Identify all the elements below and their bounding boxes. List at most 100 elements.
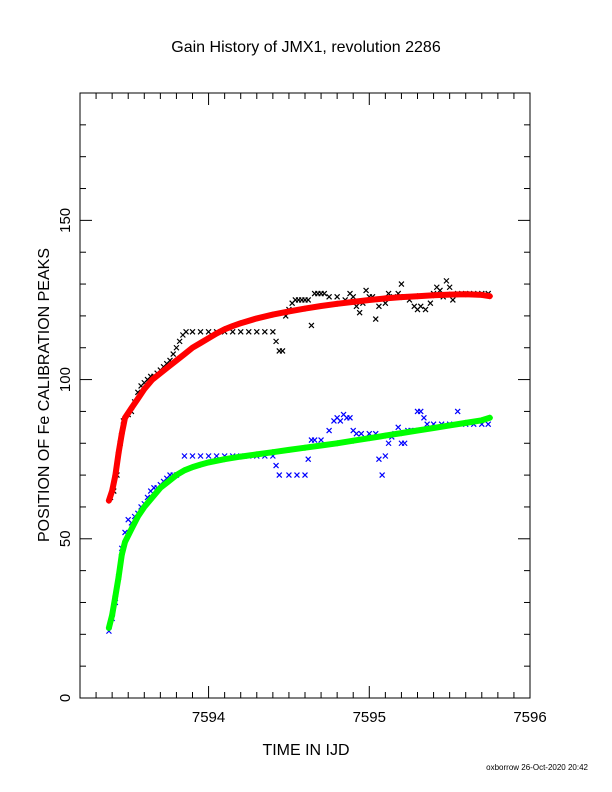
- data-point: [326, 293, 333, 300]
- fit-point: [285, 308, 292, 315]
- fit-point: [350, 298, 357, 305]
- fit-point: [105, 624, 112, 631]
- fit-point: [318, 303, 325, 310]
- fit-point: [414, 427, 421, 434]
- x-axis-label: TIME IN IJD: [262, 742, 349, 759]
- data-point: [382, 453, 389, 459]
- fit-point: [157, 484, 164, 491]
- data-point: [176, 338, 183, 345]
- data-point: [302, 472, 308, 479]
- fit-point: [122, 414, 128, 421]
- data-point: [253, 328, 260, 335]
- data-point: [358, 430, 365, 437]
- fit-point: [221, 326, 228, 333]
- fit-point: [430, 424, 437, 431]
- fit-point: [128, 405, 135, 412]
- data-point: [311, 437, 318, 444]
- fit-point: [141, 386, 148, 393]
- data-point: [385, 440, 392, 447]
- fit-curve: [105, 291, 493, 504]
- fit-point: [302, 305, 308, 312]
- fit-point: [109, 488, 116, 495]
- data-point: [205, 453, 212, 459]
- data-point: [485, 421, 492, 428]
- fit-point: [134, 395, 141, 402]
- data-point: [372, 316, 379, 323]
- fit-point: [128, 526, 135, 533]
- data-point: [183, 328, 189, 335]
- data-point: [376, 303, 382, 310]
- y-tick-label: 150: [57, 208, 74, 233]
- fit-point: [253, 315, 260, 322]
- data-point: [334, 293, 341, 300]
- fit-point: [115, 449, 122, 456]
- data-point: [417, 303, 424, 310]
- data-point: [326, 427, 333, 434]
- fit-point: [285, 446, 292, 453]
- data-point: [276, 472, 283, 479]
- fit-point: [269, 311, 276, 318]
- fit-point: [237, 453, 244, 460]
- data-point: [363, 287, 369, 294]
- data-point: [376, 456, 382, 463]
- fit-point: [189, 464, 196, 471]
- fit-point: [382, 295, 389, 302]
- fit-point: [118, 430, 125, 437]
- axis-tick-labels: 7594 7595 7596 0 50 100 150: [57, 208, 547, 726]
- fit-point: [478, 291, 485, 298]
- data-point: [305, 297, 312, 303]
- data-point: [269, 328, 276, 335]
- fit-point: [134, 513, 141, 520]
- data-point: [443, 277, 450, 284]
- fit-point: [109, 612, 116, 619]
- data-point: [273, 338, 279, 345]
- fit-point: [105, 497, 112, 504]
- data-point: [170, 351, 177, 358]
- data-point: [395, 424, 402, 431]
- x-tick-label: 7594: [192, 709, 225, 726]
- fit-point: [269, 449, 276, 456]
- axis-ticks: [79, 93, 531, 699]
- data-point: [398, 281, 405, 287]
- fit-point: [446, 291, 453, 298]
- fit-point: [213, 330, 220, 337]
- fit-point: [486, 414, 493, 421]
- data-marks: [105, 277, 493, 635]
- fit-point: [189, 344, 196, 351]
- fit-point: [398, 294, 405, 301]
- fit-point: [253, 451, 260, 458]
- chart-title: Gain History of JMX1, revolution 2286: [171, 39, 441, 56]
- fit-point: [302, 444, 308, 451]
- fit-point: [181, 351, 188, 358]
- fit-point: [237, 320, 244, 327]
- fit-point: [157, 370, 164, 377]
- fit-point: [382, 432, 389, 439]
- fit-point: [149, 376, 156, 383]
- fit-point: [149, 494, 156, 501]
- fit-point: [366, 435, 373, 442]
- fit-point: [173, 472, 180, 479]
- fit-point: [229, 323, 236, 330]
- fit-point: [221, 456, 228, 463]
- data-point: [337, 418, 344, 424]
- fit-curve: [105, 414, 493, 631]
- fit-point: [462, 291, 469, 298]
- data-point: [427, 300, 434, 307]
- data-point: [421, 414, 427, 421]
- fit-point: [205, 459, 212, 466]
- data-point: [273, 462, 279, 469]
- data-point: [294, 472, 300, 479]
- data-point: [189, 453, 196, 459]
- fit-point: [478, 417, 485, 424]
- fit-point: [112, 593, 119, 600]
- data-point: [308, 322, 315, 329]
- data-point: [305, 456, 312, 463]
- data-point: [422, 306, 429, 313]
- footer-stamp: oxborrow 26-Oct-2020 20:42: [486, 763, 588, 772]
- data-point: [286, 472, 292, 479]
- fit-point: [446, 422, 453, 429]
- fit-point: [366, 296, 373, 303]
- fit-point: [115, 574, 122, 580]
- x-tick-label: 7595: [353, 709, 386, 726]
